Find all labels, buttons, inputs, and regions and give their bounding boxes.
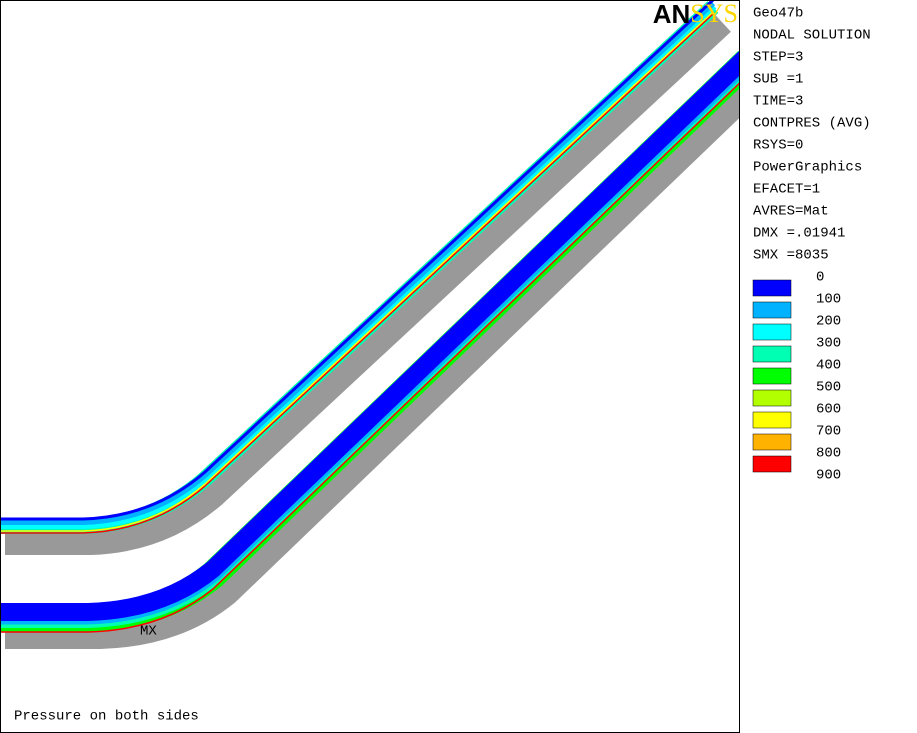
- upper-contact: [1, 1, 719, 534]
- info-line: SUB =1: [753, 72, 803, 88]
- legend-swatch: [752, 455, 792, 473]
- lower-pipe: [5, 73, 739, 649]
- legend-label: 200: [816, 314, 841, 330]
- legend-label: 700: [816, 424, 841, 440]
- legend-swatch: [752, 411, 792, 429]
- caption: Pressure on both sides: [14, 709, 199, 725]
- info-line: RSYS=0: [753, 138, 803, 154]
- lower-contact: [1, 50, 739, 633]
- legend-swatch: [752, 367, 792, 385]
- info-line: STEP=3: [753, 50, 803, 66]
- info-line: AVRES=Mat: [753, 204, 829, 220]
- legend-label: 900: [816, 468, 841, 484]
- info-line: Geo47b: [753, 6, 803, 22]
- ansys-logo: ANSYS: [653, 0, 738, 29]
- info-line: NODAL SOLUTION: [753, 28, 871, 44]
- upper-pipe: [5, 8, 731, 555]
- info-line: EFACET=1: [753, 182, 820, 198]
- legend-label: 800: [816, 446, 841, 462]
- legend-label: 300: [816, 336, 841, 352]
- legend-label: 0: [816, 270, 824, 286]
- info-line: TIME=3: [753, 94, 803, 110]
- legend-swatch: [752, 433, 792, 451]
- legend-label: 100: [816, 292, 841, 308]
- legend-swatch: [752, 279, 792, 297]
- max-marker: MX: [140, 624, 157, 640]
- info-panel: Geo47b NODAL SOLUTION STEP=3 SUB =1 TIME=3 CO…: [752, 6, 871, 484]
- legend-swatch: [752, 323, 792, 341]
- legend-swatch: [752, 345, 792, 363]
- legend-label: 500: [816, 380, 841, 396]
- info-line: PowerGraphics: [753, 160, 862, 176]
- model-view: [1, 1, 739, 649]
- legend-swatch: [752, 389, 792, 407]
- legend-label: 400: [816, 358, 841, 374]
- legend-swatch: [752, 301, 792, 319]
- legend-label: 600: [816, 402, 841, 418]
- info-line: SMX =8035: [753, 248, 829, 264]
- info-line: CONTPRES (AVG): [753, 116, 871, 132]
- info-line: DMX =.01941: [753, 226, 845, 242]
